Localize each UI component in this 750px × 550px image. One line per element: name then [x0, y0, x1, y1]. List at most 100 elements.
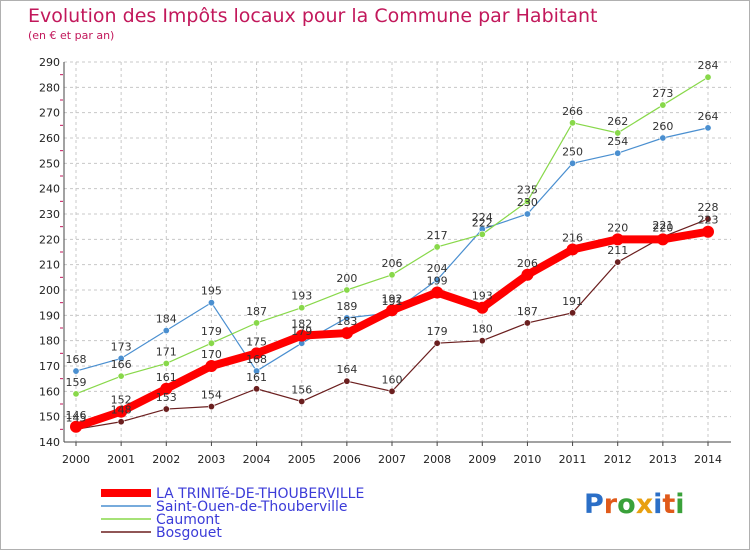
logo-letter: r: [603, 489, 618, 520]
data-label: 200: [336, 272, 357, 285]
x-tick-label: 2001: [107, 453, 135, 466]
data-point: [298, 397, 306, 405]
data-label: 173: [111, 340, 132, 353]
data-label: 183: [336, 315, 357, 328]
legend-label: LA TRINITé-DE-THOUBERVILLE: [156, 486, 364, 502]
data-label: 148: [111, 404, 132, 417]
data-point: [704, 124, 712, 132]
data-point: [295, 329, 308, 342]
x-tick-label: 2002: [152, 453, 180, 466]
data-label: 152: [111, 394, 132, 407]
x-tick-label: 2004: [243, 453, 271, 466]
data-point: [433, 339, 441, 347]
data-point: [117, 372, 125, 380]
data-label: 179: [427, 325, 448, 338]
data-point: [521, 268, 534, 281]
data-point: [162, 359, 170, 367]
data-point: [614, 129, 622, 137]
data-label: 171: [156, 345, 177, 358]
data-point: [250, 347, 263, 360]
proxiti-logo: Proxiti: [584, 489, 685, 520]
data-point: [433, 276, 441, 284]
x-tick-label: 2007: [378, 453, 406, 466]
data-label: 273: [652, 87, 673, 100]
data-label: 235: [517, 183, 538, 196]
data-point: [523, 210, 531, 218]
x-tick-label: 2009: [468, 453, 496, 466]
data-label: 168: [246, 353, 267, 366]
data-label: 189: [336, 300, 357, 313]
legend-label: Bosgouet: [156, 525, 222, 541]
plot-area: [64, 62, 731, 442]
y-tick-label: 270: [39, 107, 60, 120]
data-point: [205, 360, 218, 372]
legend-label: Caumont: [156, 512, 220, 528]
x-tick-label: 2013: [649, 453, 677, 466]
data-label: 154: [201, 389, 222, 402]
data-label: 180: [472, 323, 493, 336]
data-label: 284: [698, 59, 719, 72]
data-label: 156: [291, 383, 312, 396]
data-point: [478, 230, 486, 238]
logo-letter: i: [653, 489, 663, 520]
x-tick-label: 2011: [559, 453, 587, 466]
data-label: 179: [291, 325, 312, 338]
data-label: 254: [607, 135, 628, 148]
data-label: 260: [652, 120, 673, 133]
data-label: 262: [607, 115, 628, 128]
logo-letter: x: [635, 489, 654, 520]
data-label: 193: [472, 290, 493, 303]
data-point: [162, 327, 170, 335]
x-tick-label: 2005: [288, 453, 316, 466]
logo-letter: t: [662, 489, 676, 520]
data-point: [340, 327, 353, 340]
y-tick-label: 190: [39, 309, 60, 322]
data-label: 164: [336, 363, 357, 376]
data-label: 160: [382, 373, 403, 386]
data-point: [386, 304, 398, 317]
data-label: 223: [698, 214, 719, 227]
data-label: 195: [201, 285, 222, 298]
data-label: 170: [201, 348, 222, 361]
data-point: [343, 314, 351, 322]
data-point: [566, 243, 579, 256]
data-label: 204: [427, 262, 448, 275]
data-point: [656, 233, 669, 246]
data-label: 175: [246, 335, 267, 348]
data-label: 187: [517, 305, 538, 318]
data-point: [388, 271, 396, 279]
chart-title: Evolution des Impôts locaux pour la Comm…: [28, 5, 598, 27]
x-tick-label: 2006: [333, 453, 361, 466]
x-tick-label: 2014: [694, 453, 722, 466]
data-point: [569, 119, 577, 127]
data-point: [704, 73, 712, 81]
y-tick-label: 170: [39, 360, 60, 373]
data-point: [207, 403, 215, 411]
y-tick-label: 200: [39, 284, 60, 297]
data-label: 264: [698, 110, 719, 123]
data-label: 224: [472, 211, 493, 224]
data-label: 250: [562, 145, 583, 158]
data-point: [253, 319, 261, 327]
y-tick-label: 210: [39, 259, 60, 272]
x-tick-label: 2012: [604, 453, 632, 466]
data-label: 166: [111, 358, 132, 371]
data-label: 228: [698, 201, 719, 214]
data-point: [659, 101, 667, 109]
data-point: [523, 197, 531, 205]
data-point: [207, 339, 215, 347]
y-tick-label: 150: [39, 411, 60, 424]
data-point: [117, 418, 125, 426]
logo-letter: o: [617, 489, 636, 520]
x-tick-label: 2000: [62, 453, 90, 466]
y-tick-label: 250: [39, 157, 60, 170]
data-point: [253, 385, 261, 393]
data-label: 193: [291, 290, 312, 303]
data-point: [704, 215, 712, 223]
data-point: [702, 225, 714, 238]
data-label: 161: [156, 371, 177, 384]
data-label: 206: [382, 257, 403, 270]
data-point: [162, 405, 170, 413]
data-point: [117, 354, 125, 362]
